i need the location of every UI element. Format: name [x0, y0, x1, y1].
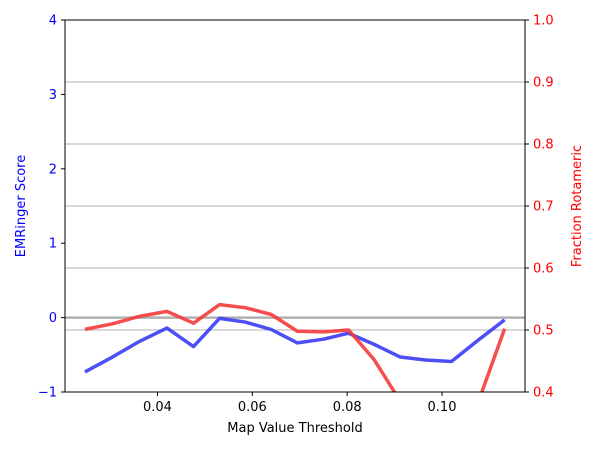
x-tick-label: 0.06 — [238, 400, 267, 415]
y-axis-right-label: Fraction Rotameric — [570, 145, 585, 267]
series-line-fraction-rotameric — [84, 302, 507, 392]
y-right-tick-label: 1.0 — [533, 14, 554, 29]
y-right-tick-label: 0.9 — [533, 76, 554, 91]
x-tick-label: 0.04 — [143, 400, 172, 415]
x-tick-label: 0.08 — [333, 400, 362, 415]
grid-layer — [65, 81, 525, 331]
x-tick-label: 0.10 — [428, 400, 457, 415]
y-right-tick-label: 0.4 — [533, 386, 554, 401]
y-left-tick-label: 2 — [49, 162, 57, 177]
y-right-tick-label: 0.8 — [533, 138, 554, 153]
y-left-tick-label: 3 — [49, 88, 57, 103]
y-right-tick-label: 0.5 — [533, 324, 554, 339]
y-left-tick-label: 0 — [49, 311, 57, 326]
y-right-tick-label: 0.7 — [533, 200, 554, 215]
series-layer — [84, 302, 507, 392]
y-axis-left-label: EMRinger Score — [14, 155, 29, 257]
y-left-tick-label: 1 — [49, 237, 57, 252]
y-right-tick-label: 0.6 — [533, 262, 554, 277]
y-left-tick-label: 4 — [49, 14, 57, 29]
axes-layer: 0.04 0.06 0.08 0.10 −1 0 1 2 3 4 0.4 0.5 0.6 0.7 0.8 0.… — [38, 14, 554, 416]
x-axis-label: Map Value Threshold — [227, 421, 362, 436]
series-line-emringer-score — [84, 316, 506, 374]
y-left-tick-label: −1 — [38, 386, 57, 401]
